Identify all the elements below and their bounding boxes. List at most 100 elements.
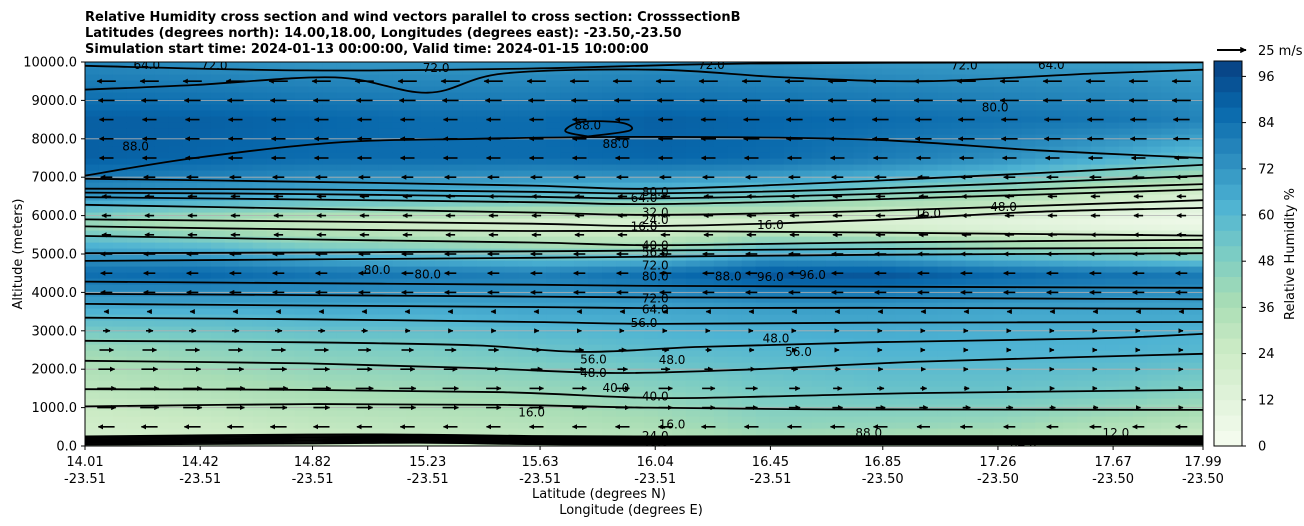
rh-field-cell [504, 266, 519, 273]
rh-field-cell [811, 368, 827, 375]
rh-field-cell [1091, 218, 1106, 225]
rh-field-cell [797, 344, 813, 351]
rh-field-cell [574, 74, 589, 81]
rh-field-cell [1035, 98, 1050, 105]
rh-field-cell [1133, 170, 1148, 177]
rh-field-cell [979, 182, 994, 189]
rh-field-cell [154, 266, 170, 273]
rh-field-cell [895, 290, 911, 297]
rh-field-cell [867, 314, 883, 321]
rh-field-cell [602, 104, 617, 111]
rh-field-cell [392, 314, 408, 321]
rh-field-cell [140, 98, 156, 105]
rh-field-cell [490, 92, 505, 99]
rh-field-cell [392, 182, 408, 189]
rh-field-cell [1063, 92, 1078, 99]
rh-field-cell [1063, 242, 1078, 249]
rh-field-cell [811, 362, 827, 369]
rh-field-cell [1161, 194, 1176, 201]
rh-field-cell [560, 176, 575, 183]
rh-field-cell [378, 164, 394, 171]
rh-field-cell [1021, 368, 1036, 375]
rh-field-cell [839, 296, 855, 303]
rh-field-cell [909, 188, 925, 195]
rh-field-cell [98, 146, 114, 153]
rh-field-cell [993, 290, 1008, 297]
rh-field-cell [713, 296, 729, 303]
rh-field-cell [224, 92, 240, 99]
rh-field-cell [811, 416, 827, 423]
rh-field-cell [867, 350, 883, 357]
rh-field-cell [741, 62, 757, 69]
rh-field-cell [1161, 392, 1176, 399]
rh-field-cell [420, 170, 435, 177]
rh-field-cell [909, 392, 925, 399]
rh-field-cell [783, 230, 799, 237]
rh-field-cell [154, 110, 170, 117]
rh-field-cell [140, 128, 156, 135]
rh-field-cell [476, 242, 491, 249]
rh-field-cell [168, 80, 184, 87]
rh-field-cell [965, 272, 980, 279]
rh-field-cell [1049, 80, 1064, 87]
rh-field-cell [350, 368, 366, 375]
rh-field-cell [867, 158, 883, 165]
rh-field-cell [825, 104, 841, 111]
rh-field-cell [965, 326, 980, 333]
rh-field-cell [518, 356, 533, 363]
rh-field-cell [979, 104, 994, 111]
rh-field-cell [168, 74, 184, 81]
rh-field-cell [518, 116, 533, 123]
rh-field-cell [1147, 140, 1162, 147]
rh-field-cell [294, 380, 310, 387]
rh-field-cell [196, 320, 212, 327]
rh-field-cell [825, 62, 841, 69]
rh-field-cell [294, 170, 310, 177]
rh-field-cell [1133, 62, 1148, 69]
rh-field-cell [560, 206, 575, 213]
rh-field-cell [937, 392, 953, 399]
rh-field-cell [378, 266, 394, 273]
rh-field-cell [252, 62, 268, 69]
rh-field-cell [993, 344, 1008, 351]
rh-field-cell [112, 326, 128, 333]
rh-field-cell [811, 98, 827, 105]
rh-field-cell [182, 368, 198, 375]
rh-field-cell [294, 272, 310, 279]
rh-field-cell [1119, 356, 1134, 363]
rh-field-cell [1161, 422, 1176, 429]
rh-field-cell [238, 170, 254, 177]
rh-field-cell [364, 194, 380, 201]
rh-field-cell [434, 86, 449, 93]
rh-field-cell [308, 194, 324, 201]
rh-field-cell [937, 152, 953, 159]
rh-field-cell [630, 86, 645, 93]
rh-field-cell [126, 326, 142, 333]
rh-field-cell [280, 356, 296, 363]
rh-field-cell [630, 182, 645, 189]
rh-field-cell [210, 362, 226, 369]
rh-field-cell [85, 218, 100, 225]
rh-field-cell [1063, 416, 1078, 423]
rh-field-cell [853, 302, 869, 309]
rh-field-cell [1119, 128, 1134, 135]
rh-field-cell [560, 386, 575, 393]
rh-field-cell [112, 122, 128, 129]
rh-field-cell [546, 80, 561, 87]
rh-field-cell [294, 362, 310, 369]
rh-field-cell [630, 92, 645, 99]
rh-field-cell [616, 296, 631, 303]
rh-field-cell [811, 266, 827, 273]
rh-field-cell [476, 416, 491, 423]
rh-field-cell [671, 188, 687, 195]
rh-field-cell [112, 374, 128, 381]
rh-field-cell [434, 230, 449, 237]
rh-field-cell [923, 344, 939, 351]
rh-field-cell [937, 224, 953, 231]
rh-field-cell [1035, 260, 1050, 267]
rh-field-cell [965, 308, 980, 315]
rh-field-cell [727, 92, 743, 99]
rh-field-cell [168, 356, 184, 363]
rh-field-cell [532, 140, 547, 147]
rh-field-cell [755, 176, 771, 183]
